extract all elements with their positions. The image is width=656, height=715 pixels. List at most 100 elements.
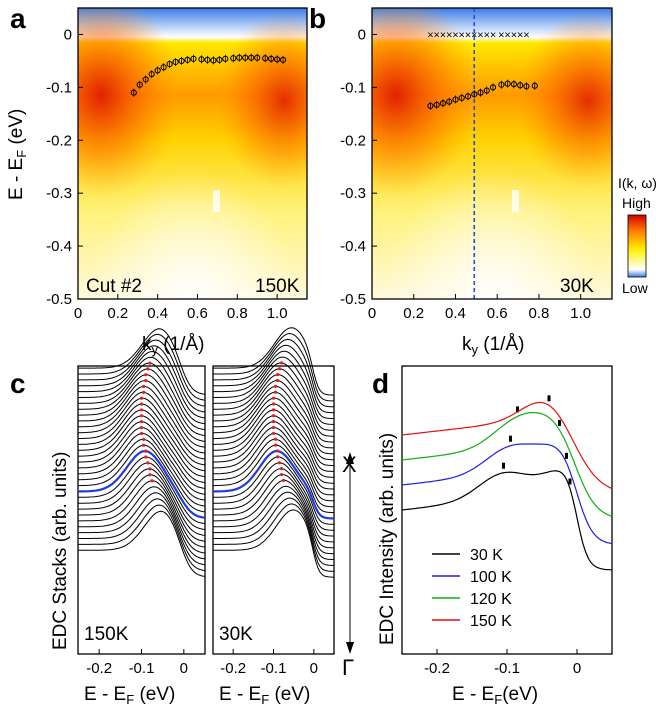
peak-marker bbox=[271, 414, 276, 418]
cross-marker: × bbox=[446, 29, 452, 41]
peak-marker bbox=[271, 402, 276, 406]
peak-marker bbox=[279, 467, 284, 471]
panel-label-c: c bbox=[10, 368, 26, 399]
edc-curve bbox=[213, 368, 334, 437]
y-tick-label: -0.5 bbox=[340, 291, 366, 308]
data-point bbox=[190, 55, 197, 62]
cross-marker: × bbox=[427, 29, 433, 41]
cross-marker: × bbox=[504, 29, 510, 41]
edc-curve bbox=[213, 462, 334, 531]
y-tick-label: -0.1 bbox=[46, 79, 72, 96]
edc-curve bbox=[213, 485, 335, 555]
peak-marker bbox=[139, 408, 144, 412]
data-point bbox=[242, 54, 249, 61]
legend-label: 100 K bbox=[470, 569, 512, 586]
data-point bbox=[204, 56, 211, 63]
data-point bbox=[483, 87, 490, 94]
x-tick-label: -0.1 bbox=[129, 660, 155, 677]
edc-curve bbox=[78, 498, 206, 566]
data-point bbox=[210, 57, 217, 64]
cross-marker: × bbox=[490, 29, 496, 41]
data-point bbox=[517, 82, 524, 89]
panel-a-cut-label: Cut #2 bbox=[86, 276, 142, 297]
edc-curve bbox=[213, 338, 334, 408]
edc-curve bbox=[213, 468, 335, 537]
data-point bbox=[439, 100, 447, 107]
panel-c1-temp-label: 150K bbox=[84, 624, 129, 645]
data-point bbox=[248, 54, 255, 61]
peak-tick bbox=[509, 435, 512, 442]
peak-marker bbox=[139, 431, 144, 436]
panel-a-frame bbox=[77, 7, 308, 300]
data-point bbox=[464, 93, 472, 100]
edc-series-2 bbox=[401, 411, 613, 517]
edc-curve bbox=[78, 486, 206, 554]
data-point bbox=[184, 56, 191, 63]
y-tick-label: -0.1 bbox=[340, 79, 366, 96]
edc-curve bbox=[213, 350, 335, 420]
peak-marker bbox=[279, 361, 284, 365]
legend-label: 150 K bbox=[470, 613, 512, 630]
peak-marker bbox=[146, 367, 150, 371]
x-tick-label: -0.2 bbox=[220, 660, 246, 677]
peak-marker bbox=[144, 373, 148, 377]
data-point bbox=[433, 101, 440, 108]
peak-marker bbox=[281, 478, 286, 483]
panel-b-axes: 0 0.2 0.4 0.6 0.8 1.0 0 -0.1 -0.2 -0.3 -0.4 -0.5 bbox=[340, 26, 591, 322]
panel-b-temp-label: 30K bbox=[560, 276, 594, 297]
x-tick-label: 0 bbox=[573, 660, 581, 677]
edc-curve bbox=[213, 438, 334, 508]
peak-marker bbox=[273, 390, 278, 394]
data-point bbox=[222, 55, 229, 62]
panel-c2-temp-label: 30K bbox=[219, 624, 253, 645]
peak-marker bbox=[273, 443, 278, 447]
peak-marker bbox=[271, 431, 276, 436]
edc-curve bbox=[78, 374, 206, 442]
panel-label-d: d bbox=[372, 368, 389, 399]
data-point bbox=[280, 56, 287, 63]
arrow-head-down bbox=[346, 642, 354, 654]
edc-curve bbox=[213, 327, 335, 396]
data-point bbox=[458, 94, 465, 102]
peak-marker bbox=[148, 361, 152, 365]
peak-marker bbox=[142, 390, 146, 394]
heatmap-b bbox=[372, 8, 612, 299]
data-point bbox=[154, 67, 161, 74]
cross-marker: × bbox=[498, 29, 504, 41]
edc-curve bbox=[78, 368, 206, 436]
cross-marker: × bbox=[465, 29, 471, 41]
y-tick-label: 0 bbox=[64, 26, 72, 43]
panel-b-xlabel: ky (1/Å) bbox=[462, 334, 524, 357]
panel-c2-curves bbox=[212, 327, 335, 578]
data-point bbox=[166, 60, 173, 68]
data-point bbox=[160, 64, 167, 71]
x-tick-label: -0.1 bbox=[261, 660, 287, 677]
edc-curve bbox=[213, 356, 334, 425]
peak-marker bbox=[275, 373, 280, 377]
x-tick-label: 0 bbox=[74, 305, 82, 322]
edc-curve bbox=[78, 385, 206, 454]
peak-marker bbox=[139, 402, 144, 406]
edc-curve bbox=[78, 492, 206, 560]
peak-marker bbox=[277, 461, 282, 465]
data-point bbox=[262, 55, 269, 62]
y-tick-label: 0 bbox=[358, 26, 366, 43]
peak-marker bbox=[273, 437, 278, 441]
x-tick-label: 0.2 bbox=[403, 305, 424, 322]
cross-marker: × bbox=[452, 29, 458, 41]
edc-curve bbox=[78, 510, 206, 577]
peak-marker bbox=[142, 384, 146, 389]
edc-curve-highlighted bbox=[77, 449, 206, 519]
panel-b-frame bbox=[371, 7, 613, 300]
edc-curve bbox=[78, 468, 206, 536]
data-point bbox=[230, 55, 237, 62]
arrow-label-x: X bbox=[342, 452, 357, 477]
data-point bbox=[136, 81, 143, 88]
peak-marker bbox=[148, 473, 152, 477]
x-tick-label: -0.2 bbox=[424, 660, 450, 677]
data-point bbox=[178, 57, 185, 65]
data-point bbox=[268, 55, 275, 62]
cross-marker: × bbox=[440, 29, 446, 41]
colorbar-low-label: Low bbox=[622, 280, 649, 296]
